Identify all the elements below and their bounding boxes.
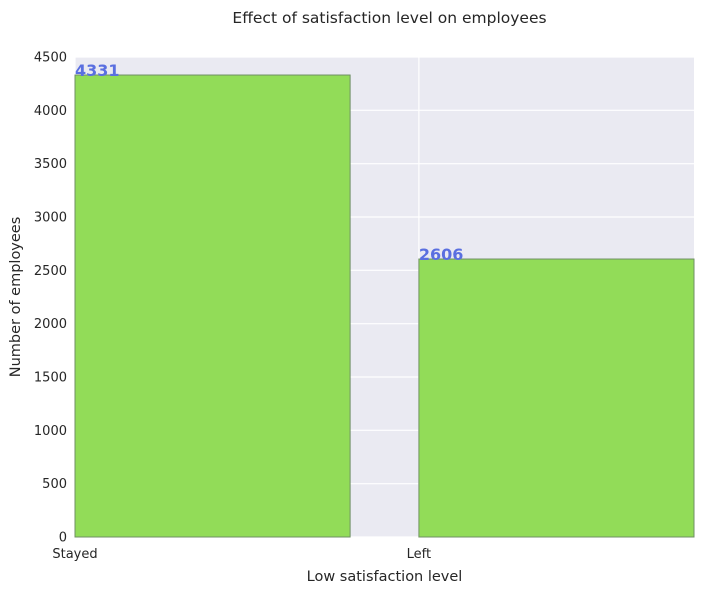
chart-title: Effect of satisfaction level on employee… bbox=[232, 9, 546, 27]
y-tick-label: 1000 bbox=[34, 424, 67, 439]
data-labels: 4331 2606 bbox=[75, 61, 463, 264]
data-label: 4331 bbox=[75, 61, 120, 80]
bar-stayed bbox=[74, 74, 351, 538]
data-label: 2606 bbox=[419, 245, 464, 264]
bar-left bbox=[418, 258, 695, 538]
y-tick-label: 3000 bbox=[34, 211, 67, 226]
y-tick-label: 4500 bbox=[34, 51, 67, 66]
x-tick-label: Left bbox=[407, 547, 431, 562]
y-tick-label: 500 bbox=[42, 477, 67, 492]
x-axis-label: Low satisfaction level bbox=[307, 569, 463, 585]
y-tick-label: 2000 bbox=[34, 317, 67, 332]
y-tick-label: 2500 bbox=[34, 264, 67, 279]
tick-labels: 0 500 1000 1500 2000 2500 3000 3500 4000 4500 Stay… bbox=[34, 51, 431, 563]
y-tick-label: 0 bbox=[59, 531, 67, 546]
y-axis-label: Number of employees bbox=[8, 217, 24, 378]
y-tick-label: 4000 bbox=[34, 104, 67, 119]
y-tick-label: 1500 bbox=[34, 371, 67, 386]
bars bbox=[74, 74, 695, 538]
y-tick-label: 3500 bbox=[34, 157, 67, 172]
x-tick-label: Stayed bbox=[52, 547, 97, 562]
